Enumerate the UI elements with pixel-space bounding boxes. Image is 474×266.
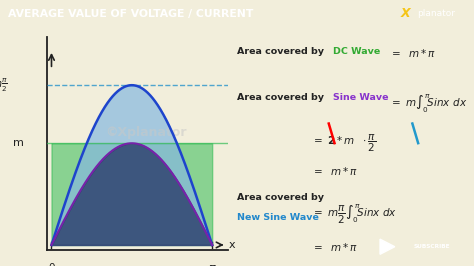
Text: x: x [228, 240, 235, 250]
Bar [47, 143, 228, 245]
Text: m: m [13, 138, 24, 148]
Text: $m\frac{\pi}{2}$: $m\frac{\pi}{2}$ [0, 77, 8, 94]
Text: New Sine Wave: New Sine Wave [237, 213, 319, 222]
Text: planator: planator [417, 10, 455, 18]
Text: Area covered by: Area covered by [237, 93, 327, 102]
Text: $\pi$: $\pi$ [208, 263, 217, 266]
Text: $= \ \ m * \pi$: $= \ \ m * \pi$ [311, 241, 358, 253]
Text: 0: 0 [48, 263, 55, 266]
Text: Area covered by: Area covered by [237, 47, 327, 56]
Text: X: X [401, 7, 410, 20]
Text: Sine Wave: Sine Wave [333, 93, 389, 102]
Text: AVERAGE VALUE OF VOLTAGE / CURRENT: AVERAGE VALUE OF VOLTAGE / CURRENT [8, 9, 254, 19]
Text: $= \ m\int_0^{\pi}\!Sinx\ dx$: $= \ m\int_0^{\pi}\!Sinx\ dx$ [389, 93, 467, 115]
Polygon shape [380, 239, 395, 254]
Text: ©Xplanator: ©Xplanator [106, 127, 187, 139]
Text: $= \ \ m * \pi$: $= \ \ m * \pi$ [311, 165, 358, 177]
Text: $= \ \mathbf{2} * m \ \ \cdot \dfrac{\pi}{2}$: $= \ \mathbf{2} * m \ \ \cdot \dfrac{\pi… [311, 132, 377, 153]
Text: Area covered by: Area covered by [237, 193, 324, 202]
Text: DC Wave: DC Wave [333, 47, 381, 56]
Text: $= \ m\dfrac{\pi}{2}\int_0^{\pi}\!Sinx\ dx$: $= \ m\dfrac{\pi}{2}\int_0^{\pi}\!Sinx\ … [311, 203, 398, 226]
Text: $=\ \ m * \pi$: $=\ \ m * \pi$ [389, 47, 437, 59]
Text: SUBSCRIBE: SUBSCRIBE [413, 244, 450, 249]
